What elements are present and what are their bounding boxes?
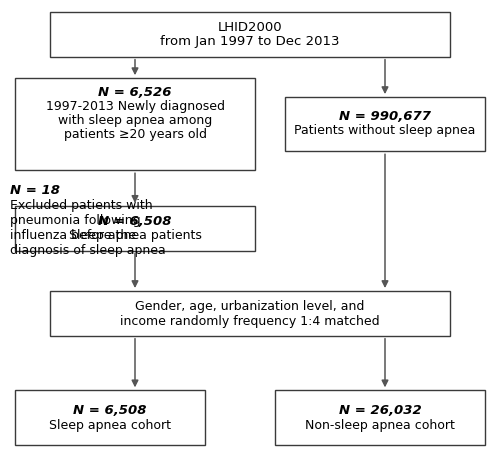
Text: N = 26,032: N = 26,032 — [338, 404, 421, 417]
FancyBboxPatch shape — [50, 291, 450, 336]
Text: influenza before the: influenza before the — [10, 229, 136, 242]
Text: N = 18: N = 18 — [10, 184, 60, 197]
Text: LHID2000: LHID2000 — [218, 21, 282, 34]
Text: Sleep apnea patients: Sleep apnea patients — [68, 229, 202, 242]
Text: from Jan 1997 to Dec 2013: from Jan 1997 to Dec 2013 — [160, 35, 340, 48]
FancyBboxPatch shape — [50, 12, 450, 57]
FancyBboxPatch shape — [15, 78, 255, 170]
Text: pneumonia following: pneumonia following — [10, 214, 140, 227]
Text: Sleep apnea cohort: Sleep apnea cohort — [49, 419, 171, 431]
Text: N = 6,508: N = 6,508 — [98, 215, 172, 228]
Text: 1997-2013 Newly diagnosed: 1997-2013 Newly diagnosed — [46, 100, 224, 113]
Text: with sleep apnea among: with sleep apnea among — [58, 114, 212, 127]
Text: Patients without sleep apnea: Patients without sleep apnea — [294, 124, 476, 137]
Text: Excluded patients with: Excluded patients with — [10, 200, 152, 212]
Text: Gender, age, urbanization level, and: Gender, age, urbanization level, and — [136, 300, 364, 313]
Text: income randomly frequency 1:4 matched: income randomly frequency 1:4 matched — [120, 315, 380, 327]
Text: diagnosis of sleep apnea: diagnosis of sleep apnea — [10, 244, 166, 257]
Text: patients ≥20 years old: patients ≥20 years old — [64, 128, 206, 141]
FancyBboxPatch shape — [275, 390, 485, 445]
Text: Non-sleep apnea cohort: Non-sleep apnea cohort — [305, 419, 455, 431]
FancyBboxPatch shape — [15, 390, 205, 445]
FancyBboxPatch shape — [285, 97, 485, 151]
FancyBboxPatch shape — [15, 206, 255, 251]
Text: N = 990,677: N = 990,677 — [339, 110, 431, 123]
Text: N = 6,526: N = 6,526 — [98, 86, 172, 98]
Text: N = 6,508: N = 6,508 — [73, 404, 147, 417]
